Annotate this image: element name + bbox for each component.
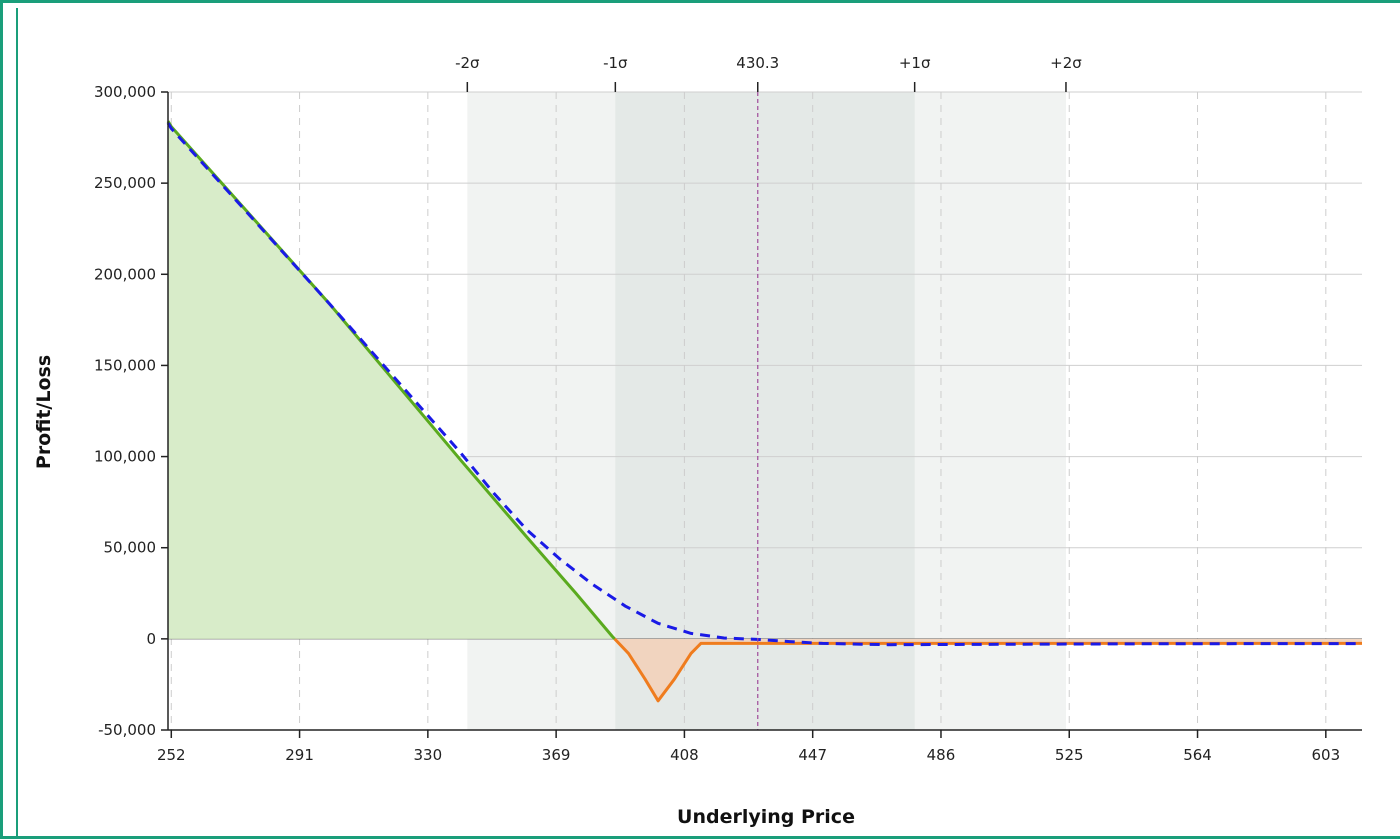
y-tick-label: 300,000 (94, 83, 156, 101)
x-tick-label: 252 (157, 746, 186, 764)
top-markers: -2σ -1σ 430.3 +1σ +2σ (455, 54, 1082, 730)
x-tick-label: 447 (798, 746, 827, 764)
x-tick-label: 369 (542, 746, 571, 764)
x-tick-label: 525 (1055, 746, 1084, 764)
series-lines (166, 120, 1362, 703)
top-marker-label: +1σ (899, 54, 931, 72)
expiration-line-profit (166, 120, 616, 640)
top-marker-label: -1σ (603, 54, 628, 72)
today-line-dashed (166, 122, 1362, 647)
x-tick-label: 408 (670, 746, 699, 764)
y-tick-label: 0 (146, 630, 156, 648)
axes (167, 92, 1362, 731)
sigma-band-inner (615, 92, 915, 730)
top-marker-label: +2σ (1050, 54, 1082, 72)
top-marker-label: 430.3 (736, 54, 779, 72)
x-tick-labels: 252 291 330 369 408 447 486 525 564 603 (157, 730, 1340, 764)
top-marker-label: -2σ (455, 54, 480, 72)
y-tick-label: 150,000 (94, 356, 156, 374)
y-tick-label: 100,000 (94, 448, 156, 466)
y-tick-label: 250,000 (94, 174, 156, 192)
y-tick-label: -50,000 (98, 721, 156, 739)
y-axis-title: Profit/Loss (33, 355, 55, 469)
y-tick-labels: -50,000 0 50,000 100,000 150,000 200,000 250,0… (94, 83, 168, 739)
loss-area (614, 638, 1362, 701)
y-tick-label: 50,000 (104, 539, 157, 557)
x-tick-label: 291 (285, 746, 314, 764)
x-tick-label: 486 (927, 746, 956, 764)
x-tick-label: 564 (1183, 746, 1212, 764)
y-tick-label: 200,000 (94, 265, 156, 283)
expiration-line-loss (613, 637, 1362, 703)
x-axis-title: Underlying Price (677, 806, 855, 828)
x-tick-label: 330 (414, 746, 443, 764)
frame-left-bar (16, 8, 18, 839)
x-tick-label: 603 (1311, 746, 1340, 764)
